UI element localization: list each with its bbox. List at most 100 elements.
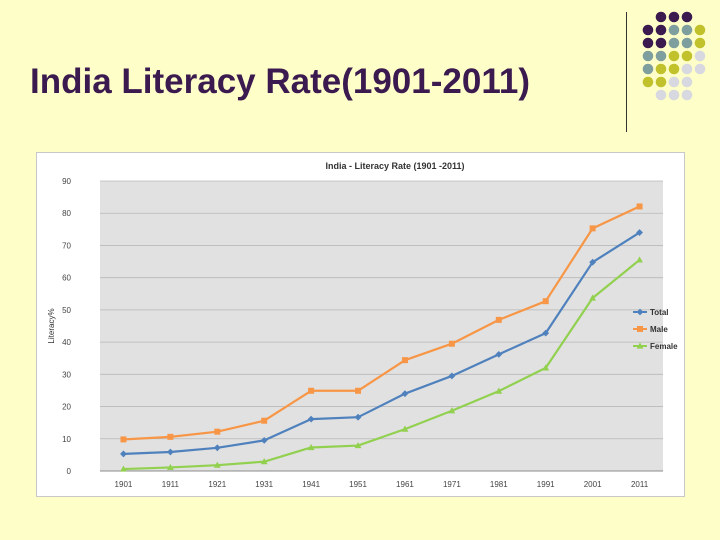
decorative-dot xyxy=(681,76,693,88)
decorative-dot xyxy=(681,50,693,62)
decorative-dot xyxy=(655,50,667,62)
x-tick-label: 2001 xyxy=(584,480,602,489)
data-point-male xyxy=(355,387,362,394)
series-male xyxy=(120,203,643,443)
data-point-male xyxy=(214,428,221,435)
y-tick-label: 90 xyxy=(62,177,71,186)
plot-area xyxy=(100,181,663,471)
x-tick-label: 1901 xyxy=(115,480,133,489)
decorative-dot xyxy=(668,11,680,23)
decorative-dot xyxy=(642,37,654,49)
title-divider xyxy=(626,12,627,132)
legend-label-female: Female xyxy=(650,342,678,351)
x-tick-label: 1941 xyxy=(302,480,320,489)
data-point-male xyxy=(308,387,315,394)
y-axis-label: Literacy% xyxy=(47,308,56,343)
x-tick-label: 1971 xyxy=(443,480,461,489)
data-point-total xyxy=(589,258,597,266)
decorative-dot xyxy=(655,63,667,75)
series-female xyxy=(120,256,643,472)
decorative-dot xyxy=(655,37,667,49)
y-axis-ticks: 0 10 20 30 40 50 60 70 80 90 xyxy=(62,177,71,476)
y-tick-label: 50 xyxy=(62,306,71,315)
series-line-total xyxy=(123,231,641,456)
data-point-female xyxy=(448,407,456,414)
legend-marker-male xyxy=(637,326,643,332)
data-point-female xyxy=(166,463,174,471)
decorative-dot xyxy=(655,24,667,36)
decorative-dot xyxy=(668,37,680,49)
x-tick-label: 1961 xyxy=(396,480,414,489)
decorative-dot xyxy=(668,50,680,62)
data-point-total xyxy=(636,229,643,236)
data-point-female xyxy=(589,294,597,301)
legend-label-total: Total xyxy=(650,308,669,317)
decorative-dot xyxy=(668,89,680,101)
data-point-female xyxy=(260,458,268,465)
data-point-total xyxy=(260,436,268,444)
x-tick-label: 1911 xyxy=(162,480,180,489)
x-tick-label: 1981 xyxy=(490,480,508,489)
decorative-dot xyxy=(681,89,693,101)
decorative-dot xyxy=(642,24,654,36)
series-line-male xyxy=(123,205,641,441)
data-point-total xyxy=(495,350,503,358)
x-axis-ticks: 1901 1911 1921 1931 1941 1951 1961 1971 1981 1991… xyxy=(115,480,649,489)
gridlines xyxy=(100,180,663,472)
data-point-female xyxy=(120,465,127,472)
data-point-female xyxy=(307,443,315,451)
legend-label-male: Male xyxy=(650,325,668,334)
data-point-total xyxy=(120,450,127,458)
x-tick-label: 2011 xyxy=(631,480,649,489)
data-point-total xyxy=(307,415,315,423)
legend-item-female: Female xyxy=(633,342,678,351)
data-point-female xyxy=(495,387,503,394)
legend-marker-female xyxy=(636,342,644,349)
data-point-total xyxy=(401,390,409,398)
data-point-male xyxy=(636,203,643,210)
decorative-dot xyxy=(655,11,667,23)
decorative-dot xyxy=(681,37,693,49)
data-point-female xyxy=(213,461,221,468)
legend-item-male: Male xyxy=(633,325,668,334)
data-point-total xyxy=(354,413,362,421)
decorative-dot xyxy=(694,63,706,75)
slide-title: India Literacy Rate(1901-2011) xyxy=(30,62,530,101)
decorative-dot xyxy=(642,63,654,75)
y-tick-label: 20 xyxy=(62,403,71,412)
y-tick-label: 10 xyxy=(62,435,71,444)
decorative-dot xyxy=(681,11,693,23)
data-point-male xyxy=(448,340,455,347)
decorative-dot xyxy=(694,50,706,62)
data-point-female xyxy=(636,256,643,263)
decorative-dot xyxy=(694,24,706,36)
data-point-male xyxy=(542,298,549,305)
chart-title: India - Literacy Rate (1901 -2011) xyxy=(325,161,464,171)
data-point-male xyxy=(167,433,174,440)
y-tick-label: 40 xyxy=(62,338,71,347)
data-point-male xyxy=(495,316,502,323)
decorative-dot xyxy=(642,76,654,88)
decorative-dot xyxy=(642,50,654,62)
line-chart: 0 10 20 30 40 50 60 70 80 90 1901 1911 1921 1931 1941… xyxy=(47,161,678,489)
series-lines xyxy=(120,203,643,472)
x-tick-label: 1921 xyxy=(208,480,226,489)
data-point-male xyxy=(261,417,268,424)
decorative-dot xyxy=(668,76,680,88)
decorative-dot xyxy=(681,63,693,75)
data-point-total xyxy=(166,448,174,456)
series-line-female xyxy=(123,259,641,471)
y-tick-label: 80 xyxy=(62,209,71,218)
data-point-total xyxy=(542,329,550,337)
decorative-dot xyxy=(668,24,680,36)
y-tick-label: 70 xyxy=(62,241,71,250)
legend: Total Male Female xyxy=(633,308,678,351)
chart-frame: 0 10 20 30 40 50 60 70 80 90 1901 1911 1921 1931 1941… xyxy=(36,152,685,497)
x-tick-label: 1951 xyxy=(349,480,367,489)
data-point-male xyxy=(589,225,596,232)
decorative-dot xyxy=(655,89,667,101)
x-tick-label: 1991 xyxy=(537,480,555,489)
data-point-total xyxy=(448,372,456,380)
data-point-male xyxy=(401,357,408,364)
decorative-dot xyxy=(681,24,693,36)
